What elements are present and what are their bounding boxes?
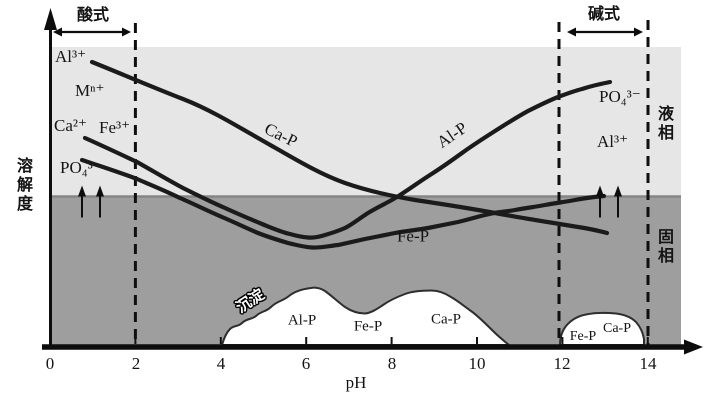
- base-range-arrow-icon: [567, 27, 643, 37]
- x-tick-8: 8: [387, 354, 397, 373]
- x-tick-12: 12: [553, 354, 571, 373]
- solid-phase-label: 固相: [655, 228, 672, 266]
- x-tick-2: 2: [131, 354, 141, 373]
- x-tick-6: 6: [301, 354, 311, 373]
- small-blob-label-ca-p: Ca-P: [603, 321, 631, 336]
- curve-fe-p: [79, 157, 607, 250]
- acid-zone-label: 酸式: [76, 7, 110, 24]
- x-axis-arrowhead-icon: [684, 339, 703, 355]
- x-tick-4: 4: [216, 354, 226, 373]
- y-axis-title: 溶解度: [14, 157, 31, 214]
- ion-label-ca2-left: Ca²⁺: [54, 116, 87, 135]
- base-zone-label: 碱式: [587, 6, 621, 23]
- x-axis-ticks: [134, 337, 649, 344]
- y-axis-arrowhead-icon: [44, 8, 57, 30]
- ion-label-fe3-left: Fe³⁺: [99, 118, 131, 137]
- curve-label-fe-p: Fe-P: [396, 226, 430, 246]
- ion-label-po4-left: PO₄³⁻: [60, 158, 102, 177]
- acid-range-arrow-icon: [53, 27, 131, 37]
- blob-label-fe-p: Fe-P: [353, 318, 383, 335]
- liquid-phase-label: 液相: [655, 105, 672, 143]
- small-blob-label-fe-p: Fe-P: [569, 329, 597, 344]
- ion-label-al3-left: Al³⁺: [55, 47, 87, 66]
- dissolution-arrows-right-icon: [596, 185, 622, 218]
- precipitation-zone-main: [221, 286, 510, 346]
- blob-label-al-p: Al-P: [287, 312, 317, 329]
- x-axis-title: pH: [345, 373, 367, 392]
- blob-label-ca-p: Ca-P: [431, 311, 461, 328]
- x-tick-10: 10: [468, 354, 486, 373]
- liquid-phase-region: [51, 47, 681, 196]
- curve-ca-p: [89, 59, 610, 236]
- x-tick-14: 14: [639, 354, 657, 373]
- curve-al-p: [82, 79, 613, 240]
- precipitation-zone-small: [559, 311, 645, 346]
- ion-label-al3-right: Al³⁺: [597, 132, 629, 151]
- ion-label-po4-right: PO₄³⁻: [599, 87, 641, 106]
- ion-label-mn-left: Mⁿ⁺: [75, 81, 105, 100]
- x-tick-0: 0: [45, 354, 55, 373]
- dissolution-arrows-left-icon: [78, 185, 104, 218]
